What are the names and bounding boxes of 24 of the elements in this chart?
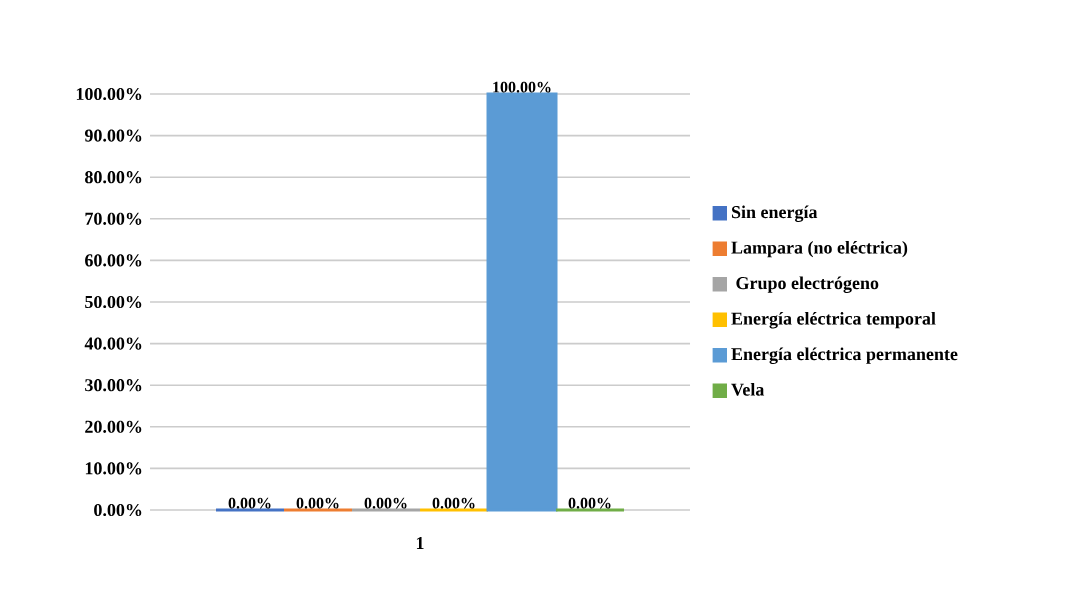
legend-label: Lampara (no eléctrica) [731,240,908,258]
y-tick-label: 100.00% [76,87,142,101]
legend-label: Sin energía [731,205,818,222]
legend-label: Vela [731,383,765,396]
y-tick-label: 0.00% [94,503,142,517]
data-label: 100.00% [493,81,551,93]
data-label: 0.00% [432,497,475,509]
legend-label: Grupo electrógeno [736,276,879,293]
y-tick-label: 90.00% [84,129,142,142]
y-tick-label: 30.00% [85,379,142,392]
y-tick-label: 80.00% [85,171,142,184]
data-label: 0.00% [296,497,339,509]
y-tick-label: 70.00% [85,212,142,225]
data-label: 0.00% [228,497,271,509]
y-tick-label: 40.00% [84,337,142,350]
y-tick-label: 20.00% [85,420,142,433]
y-tick-label: 60.00% [85,254,142,267]
data-label: 0.00% [568,497,611,509]
legend-label: Energía eléctrica temporal [731,312,936,329]
data-label: 0.00% [364,497,407,509]
legend-label: Energía eléctrica permanente [731,347,958,365]
y-tick-label: 10.00% [85,462,142,475]
x-tick-label: 1 [416,537,424,549]
y-tick-label: 50.00% [85,295,142,309]
